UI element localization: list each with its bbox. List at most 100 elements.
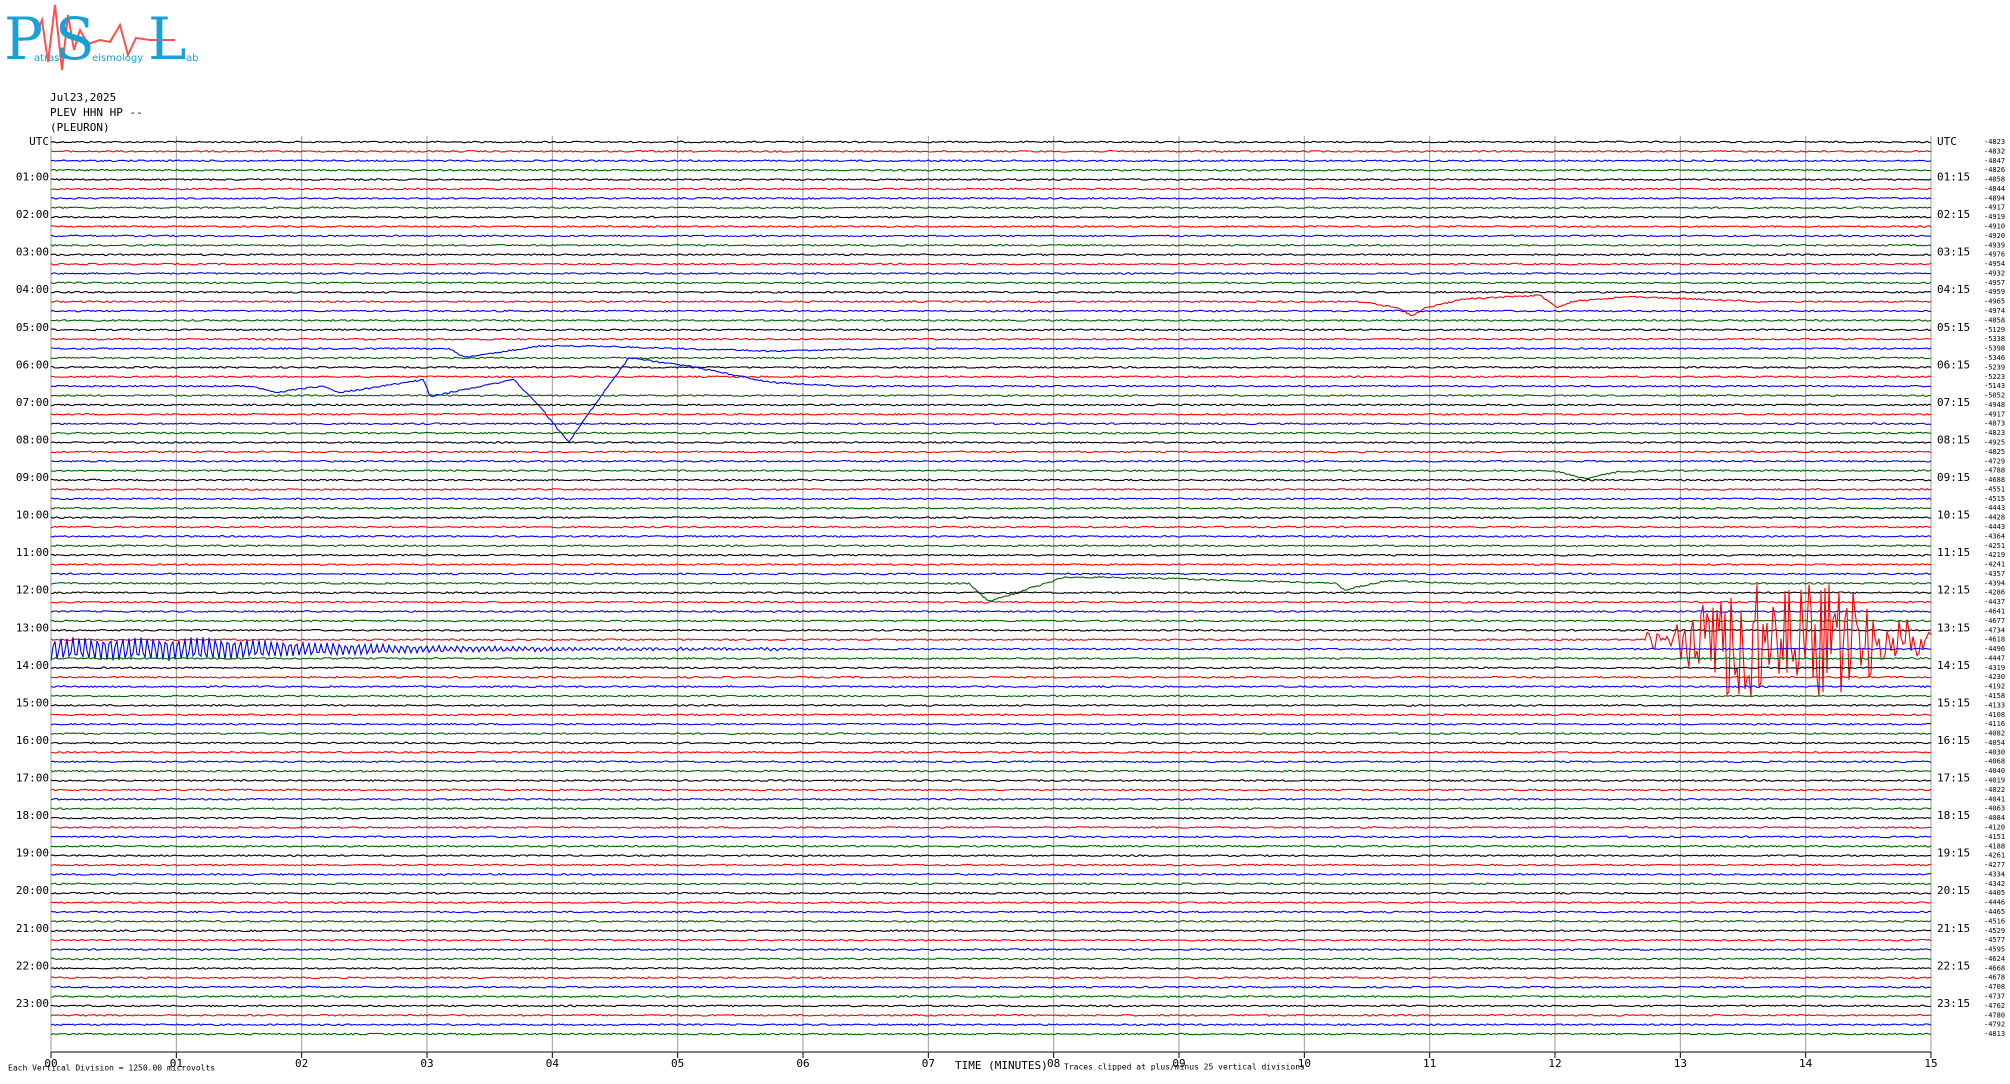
trace bbox=[50, 196, 1932, 200]
trace bbox=[50, 149, 1932, 153]
trace-offset: -4241 bbox=[1984, 561, 2005, 569]
trace-offset: -4894 bbox=[1984, 194, 2005, 202]
trace bbox=[50, 469, 1932, 479]
trace bbox=[50, 431, 1932, 435]
left-label: 03:00 bbox=[16, 246, 49, 259]
trace-offset: -4823 bbox=[1984, 429, 2005, 437]
station: PLEV HHN HP -- bbox=[50, 106, 143, 119]
trace bbox=[50, 637, 1932, 662]
trace bbox=[50, 1013, 1932, 1017]
right-label: 16:15 bbox=[1937, 734, 1970, 747]
right-label: UTC bbox=[1937, 135, 1957, 148]
trace-offset: -4737 bbox=[1984, 992, 2005, 1000]
right-label: 05:15 bbox=[1937, 321, 1970, 334]
trace-offset: -4158 bbox=[1984, 692, 2005, 700]
x-tick-label: 05 bbox=[671, 1057, 684, 1070]
logo: P S L atras eismology ab bbox=[4, 4, 198, 73]
trace-offset: -4040 bbox=[1984, 767, 2005, 775]
trace bbox=[50, 309, 1932, 313]
trace-offset: -4219 bbox=[1984, 551, 2005, 559]
trace-offset: -4577 bbox=[1984, 936, 2005, 944]
trace bbox=[50, 769, 1932, 773]
right-label: 15:15 bbox=[1937, 696, 1970, 709]
trace bbox=[50, 272, 1932, 276]
trace-offset: -4823 bbox=[1984, 138, 2005, 146]
trace bbox=[50, 788, 1932, 792]
trace bbox=[50, 206, 1932, 210]
x-tick-label: 07 bbox=[922, 1057, 935, 1070]
x-tick-label: 00 bbox=[44, 1057, 57, 1070]
trace bbox=[50, 1023, 1932, 1027]
trace-offset: -5346 bbox=[1984, 354, 2005, 362]
scale-note: Each Vertical Division = 1250.00 microvo… bbox=[8, 1064, 215, 1073]
trace-offset: -4120 bbox=[1984, 823, 2005, 831]
trace-offset: -4917 bbox=[1984, 410, 2005, 418]
trace-offset: -4516 bbox=[1984, 917, 2005, 925]
right-label: 08:15 bbox=[1937, 433, 1970, 446]
trace bbox=[50, 290, 1932, 294]
clip-note: Traces clipped at plus/minus 25 vertical… bbox=[1064, 1063, 1305, 1072]
trace-offset: -4068 bbox=[1984, 758, 2005, 766]
left-label: 21:00 bbox=[16, 922, 49, 935]
trace-offset: -4188 bbox=[1984, 842, 2005, 850]
trace bbox=[50, 576, 1932, 602]
trace-offset: -4847 bbox=[1984, 157, 2005, 165]
left-label: 12:00 bbox=[16, 584, 49, 597]
x-tick-label: 09 bbox=[1172, 1057, 1185, 1070]
trace bbox=[50, 835, 1932, 839]
trace bbox=[50, 657, 1932, 660]
trace-offset: -4677 bbox=[1984, 617, 2005, 625]
left-label: 05:00 bbox=[16, 321, 49, 334]
trace bbox=[50, 694, 1932, 698]
left-label: 17:00 bbox=[16, 772, 49, 785]
trace-offset: -5338 bbox=[1984, 335, 2005, 343]
trace bbox=[50, 357, 1932, 443]
trace-offset: -4041 bbox=[1984, 795, 2005, 803]
trace-offset: -4319 bbox=[1984, 664, 2005, 672]
trace bbox=[50, 422, 1932, 426]
trace bbox=[50, 901, 1932, 905]
trace bbox=[50, 159, 1932, 163]
x-tick-label: 08 bbox=[1047, 1057, 1060, 1070]
trace-offset: -4920 bbox=[1984, 232, 2005, 240]
trace bbox=[50, 966, 1932, 970]
trace bbox=[50, 140, 1932, 144]
trace-offset: -4428 bbox=[1984, 514, 2005, 522]
trace-offset: -4133 bbox=[1984, 701, 2005, 709]
trace-offset: -4108 bbox=[1984, 711, 2005, 719]
x-tick-label: 06 bbox=[796, 1057, 809, 1070]
trace-offset: -4022 bbox=[1984, 786, 2005, 794]
trace-offset: -4624 bbox=[1984, 955, 2005, 963]
trace-offset: -4496 bbox=[1984, 645, 2005, 653]
trace bbox=[50, 441, 1932, 444]
trace bbox=[50, 525, 1932, 529]
trace bbox=[50, 619, 1932, 623]
trace bbox=[50, 337, 1932, 341]
logo-letter: L bbox=[148, 5, 187, 73]
right-label: 12:15 bbox=[1937, 584, 1970, 597]
left-label: 23:00 bbox=[16, 997, 49, 1010]
right-label: 07:15 bbox=[1937, 396, 1970, 409]
trace bbox=[50, 807, 1932, 811]
x-tick-label: 13 bbox=[1674, 1057, 1687, 1070]
trace bbox=[50, 732, 1931, 736]
right-label: 23:15 bbox=[1937, 997, 1970, 1010]
trace-offset: -4030 bbox=[1984, 748, 2005, 756]
trace-offset: -4443 bbox=[1984, 523, 2005, 531]
x-tick-label: 12 bbox=[1548, 1057, 1561, 1070]
x-tick-label: 10 bbox=[1298, 1057, 1311, 1070]
trace-offset: -4668 bbox=[1984, 964, 2005, 972]
trace bbox=[50, 995, 1932, 998]
trace-offset: -4357 bbox=[1984, 570, 2005, 578]
trace-offset: -4708 bbox=[1984, 983, 2005, 991]
left-label: 06:00 bbox=[16, 358, 49, 371]
trace-offset: -4192 bbox=[1984, 683, 2005, 691]
trace bbox=[50, 253, 1932, 257]
trace bbox=[50, 412, 1932, 416]
trace-offset: -5223 bbox=[1984, 373, 2005, 381]
traces bbox=[50, 140, 1932, 1036]
trace bbox=[51, 497, 1932, 501]
trace-offset: -4437 bbox=[1984, 598, 2005, 606]
trace-offset: -4826 bbox=[1984, 166, 2005, 174]
trace bbox=[50, 703, 1932, 707]
